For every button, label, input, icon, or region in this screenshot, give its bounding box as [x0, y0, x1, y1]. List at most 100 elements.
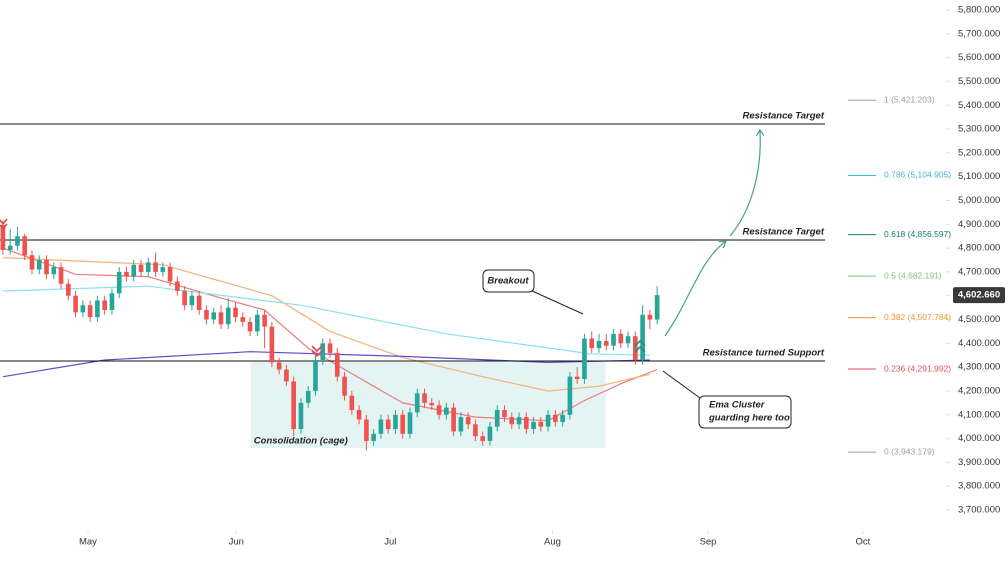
candle-body: [393, 414, 398, 430]
candle-body: [502, 410, 507, 418]
candle-body: [545, 414, 551, 427]
chevron-down: [0, 218, 323, 358]
x-tick-label: Jun: [229, 537, 244, 548]
chevron-up: [634, 339, 646, 353]
candle-body: [567, 376, 573, 415]
y-tick-label: 4,700.000: [958, 266, 1000, 277]
plot-area: [0, 123, 825, 451]
candle-body: [451, 407, 456, 432]
projection-arrow: [729, 131, 760, 237]
y-tick-label: 4,300.000: [958, 362, 1000, 373]
y-tick-label: 5,200.000: [958, 147, 1000, 158]
candle-body: [80, 305, 86, 313]
candle-body: [29, 255, 35, 270]
callout-text: Ema Cluster: [709, 400, 766, 411]
candle-body: [15, 236, 20, 246]
y-tick-label: 5,300.000: [958, 124, 1000, 135]
candle-body: [640, 314, 645, 360]
candle-body: [458, 417, 464, 432]
level-label: Resistance turned Support: [703, 347, 825, 358]
last-price-badge: [953, 287, 1005, 304]
candle-body: [124, 271, 129, 277]
y-tick-label: 5,400.000: [958, 100, 1000, 111]
ema-line: [2, 247, 658, 422]
candle-body: [603, 340, 609, 346]
candle-body: [102, 300, 108, 310]
candle-body: [436, 405, 442, 415]
projection-arrow: [664, 242, 725, 337]
candle-body: [465, 417, 471, 425]
y-tick-label: 4,900.000: [958, 219, 1000, 230]
candle-body: [473, 424, 478, 437]
consolidation-zone: [250, 361, 606, 449]
candle-body: [487, 426, 493, 441]
candle-body: [385, 419, 391, 430]
candle-body: [407, 412, 413, 434]
candle-body: [225, 307, 231, 325]
candle-body: [51, 267, 57, 275]
candle-body: [116, 271, 122, 294]
callout-text: Breakout: [487, 276, 529, 287]
candle-body: [618, 333, 624, 344]
candle-body: [334, 352, 340, 377]
candle-body: [145, 262, 151, 272]
candle-body: [378, 419, 384, 434]
candle-body: [654, 295, 660, 320]
candle-body: [494, 410, 500, 427]
fib-label: 0 (3,943.179): [884, 446, 935, 456]
candle-body: [582, 338, 587, 380]
candle-body: [189, 295, 195, 306]
candle-body: [276, 362, 282, 370]
candle-body: [320, 343, 326, 360]
candle-body: [560, 414, 565, 422]
y-tick-label: 5,000.000: [958, 195, 1000, 206]
candle-body: [422, 393, 427, 403]
y-tick-label: 4,500.000: [958, 314, 1000, 325]
candle-body: [167, 267, 173, 282]
candle-body: [196, 295, 202, 310]
y-tick-label: 5,800.000: [958, 5, 1000, 16]
candle-body: [611, 333, 616, 346]
y-tick-label: 5,700.000: [958, 28, 1000, 39]
fib-label: 0.5 (4,682.191): [884, 270, 942, 280]
candle-body: [400, 414, 406, 434]
candle-body: [327, 343, 333, 353]
candle-body: [0, 225, 6, 250]
candle-body: [182, 290, 187, 306]
candle-body: [153, 262, 158, 272]
candle-body: [574, 376, 580, 380]
level-label: Resistance Target: [743, 227, 825, 238]
y-tick-label: 3,700.000: [958, 505, 1000, 516]
x-tick-label: Aug: [544, 537, 561, 548]
candle-body: [240, 317, 246, 322]
y-tick-label: 5,600.000: [958, 52, 1000, 63]
y-tick-label: 3,800.000: [958, 481, 1000, 492]
candle-body: [538, 421, 544, 427]
candle-body: [553, 414, 558, 422]
candle-body: [414, 393, 420, 413]
candle-body: [364, 419, 369, 441]
callout-pointer: [529, 289, 584, 315]
candle-body: [429, 402, 435, 406]
candle-body: [58, 267, 64, 284]
candle-body: [204, 310, 209, 320]
candle-body: [262, 314, 267, 327]
candle-body: [596, 340, 602, 349]
candle-body: [87, 305, 93, 318]
candle-body: [647, 314, 653, 320]
fib-label: 0.786 (5,104.905): [884, 170, 951, 180]
candle-body: [516, 417, 522, 425]
x-tick-label: Sep: [700, 537, 717, 548]
x-tick-label: May: [79, 537, 97, 548]
candle-body: [633, 336, 638, 360]
candle-body: [298, 402, 304, 430]
candle-body: [480, 436, 486, 441]
candle-body: [313, 360, 318, 391]
y-tick-label: 4,400.000: [958, 338, 1000, 349]
candle-body: [66, 283, 71, 296]
fib-label: 0.618 (4,856.597): [884, 229, 951, 239]
candle-body: [7, 245, 13, 250]
x-tick-label: Jul: [384, 537, 396, 548]
candle-body: [531, 421, 536, 430]
x-tick-label: Oct: [855, 537, 870, 548]
